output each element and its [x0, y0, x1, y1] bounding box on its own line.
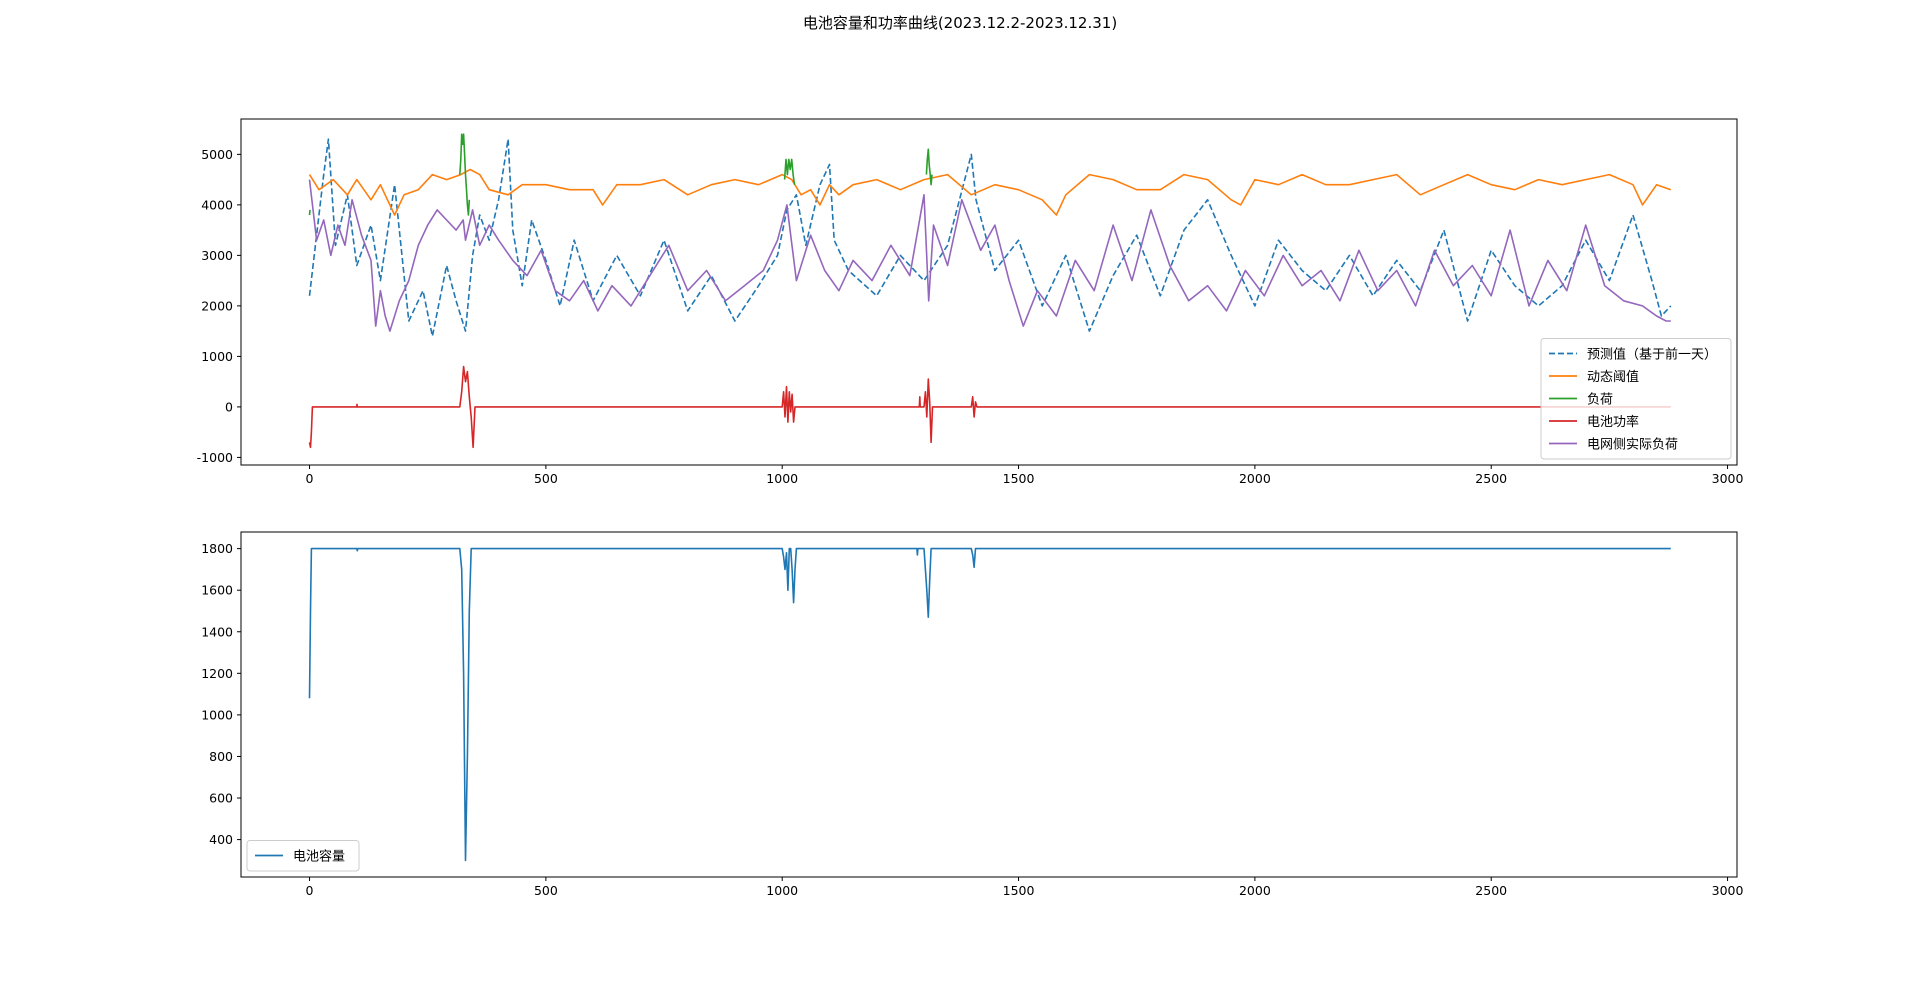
top-y-tick-label: 0 — [225, 399, 233, 414]
top-x-tick-label: 1500 — [1003, 471, 1035, 486]
bottom-series-group — [308, 547, 1671, 862]
top-series-2-line-seg-3 — [925, 148, 933, 186]
bottom-x-tick-label: 2500 — [1475, 883, 1507, 898]
bottom-x-tick-label: 500 — [534, 883, 558, 898]
bottom-legend-label-0: 电池容量 — [293, 849, 345, 865]
top-legend-label-4: 电网侧实际负荷 — [1587, 438, 1678, 453]
top-series-4-line — [308, 179, 1671, 332]
bottom-x-tick-label: 0 — [306, 883, 314, 898]
top-y-tick-label: -1000 — [197, 450, 233, 465]
bottom-x-tick-label: 1500 — [1003, 883, 1035, 898]
top-legend-box — [1540, 338, 1732, 460]
bottom-x-tick-label: 2000 — [1239, 883, 1271, 898]
top-x-tick-label: 0 — [306, 471, 314, 486]
bottom-y-tick-label: 800 — [209, 749, 233, 764]
bottom-y-tick-label: 1000 — [201, 707, 233, 722]
top-y-tick-label: 2000 — [201, 298, 233, 313]
top-legend-label-1: 动态阈值 — [1587, 369, 1639, 385]
bottom-x-tick-label: 1000 — [766, 883, 798, 898]
top-series-2-line-seg-2 — [783, 158, 796, 185]
top-axes-frame — [240, 118, 1738, 466]
top-series-3-line — [308, 365, 1671, 449]
top-x-tick-label: 3000 — [1712, 471, 1744, 486]
bottom-panel: 0 500 1000 1500 2000 2500 3000 400 600 800 1000 120… — [201, 531, 1744, 898]
top-legend-label-2: 负荷 — [1587, 393, 1613, 408]
bottom-y-tick-label: 1800 — [201, 541, 233, 556]
bottom-y-tick-label: 1600 — [201, 583, 233, 598]
top-x-tick-label: 1000 — [766, 471, 798, 486]
top-legend-label-0: 预测值（基于前一天） — [1587, 347, 1717, 363]
top-y-tick-label: 5000 — [201, 147, 233, 162]
top-x-tick-label: 2500 — [1475, 471, 1507, 486]
bottom-x-tick-label: 3000 — [1712, 883, 1744, 898]
top-x-tick-label: 500 — [534, 471, 558, 486]
bottom-y-tick-label: 400 — [209, 832, 233, 847]
bottom-y-tick-label: 1200 — [201, 666, 233, 681]
top-series-0-line — [308, 138, 1672, 337]
bottom-series-0-line — [308, 547, 1671, 862]
top-y-tick-label: 4000 — [201, 197, 233, 212]
top-x-tick-label: 2000 — [1239, 471, 1271, 486]
bottom-axes-frame — [240, 531, 1738, 878]
top-series-1-line — [308, 168, 1672, 216]
figure-title: 电池容量和功率曲线(2023.12.2-2023.12.31) — [803, 14, 1117, 32]
top-series-group — [308, 133, 1672, 449]
top-panel: 0 500 1000 1500 2000 2500 3000 -1000 0 1000 2000 30… — [197, 118, 1744, 486]
top-series-2-line-seg-1 — [459, 133, 471, 216]
top-y-tick-label: 1000 — [201, 349, 233, 364]
bottom-legend-box — [246, 840, 360, 872]
top-y-tick-label: 3000 — [201, 248, 233, 263]
top-legend-label-3: 电池功率 — [1587, 414, 1639, 430]
bottom-legend: 电池容量 — [246, 840, 360, 872]
bottom-y-tick-label: 600 — [209, 791, 233, 806]
bottom-y-tick-label: 1400 — [201, 624, 233, 639]
top-series-2-line-seg-0 — [308, 209, 311, 216]
